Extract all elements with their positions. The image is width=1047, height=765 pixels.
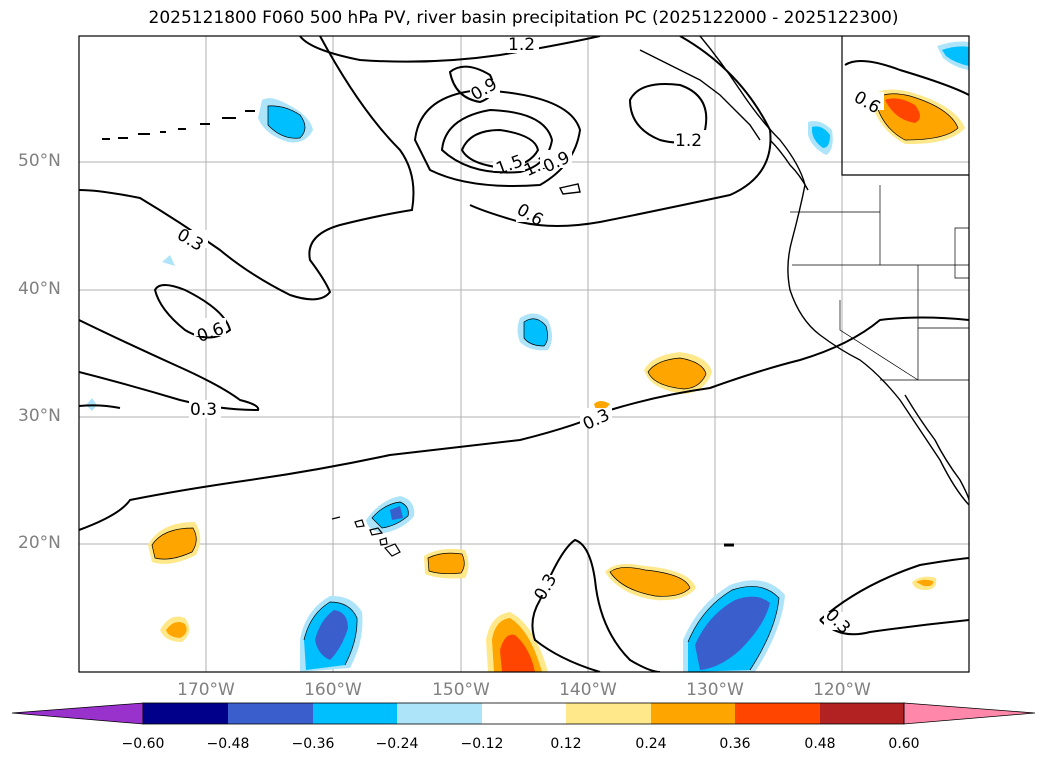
blob-outlines xyxy=(151,93,959,671)
contour-label: 1.2 xyxy=(675,131,702,151)
colorbar-tick: 0.12 xyxy=(550,736,582,752)
colorbar-segment xyxy=(313,703,397,724)
colorbar-tick: −0.60 xyxy=(121,736,165,752)
colorbar-tick: −0.24 xyxy=(375,736,419,752)
contour-0-3-south xyxy=(539,538,661,672)
coast-baja xyxy=(904,394,969,501)
colorbar-extend-right xyxy=(903,702,1036,725)
colorbar-segment xyxy=(820,703,904,724)
colorbar-segment xyxy=(482,703,566,724)
colorbar-segment xyxy=(566,703,651,724)
colorbar-tick: 0.60 xyxy=(888,736,920,752)
hawaii-islands xyxy=(331,516,401,557)
coast-bc-islands xyxy=(769,139,809,191)
pv-contours xyxy=(79,36,969,672)
colorbar-tick: 0.36 xyxy=(719,736,751,752)
colorbar-tick: −0.48 xyxy=(206,736,250,752)
inset-frame xyxy=(841,36,969,176)
colorbar-tick: −0.12 xyxy=(460,736,504,752)
map-frame xyxy=(78,35,970,673)
contour-1-2-inner xyxy=(440,108,554,174)
lon-label-140w: 140°W xyxy=(559,680,617,700)
contour-0-3-se xyxy=(819,557,969,621)
coast-islands-ne xyxy=(639,49,761,141)
contour-0-3-main xyxy=(79,316,969,531)
colorbar xyxy=(11,702,1036,725)
map-title: 2025121800 F060 500 hPa PV, river basin … xyxy=(148,8,899,28)
contour-0-6-east xyxy=(469,36,772,227)
contour-1-5 xyxy=(460,128,540,170)
contour-0-3-south-w xyxy=(531,599,601,672)
contour-0-3-tail xyxy=(79,404,121,409)
lat-label-50n: 50°N xyxy=(18,151,61,171)
colorbar-tick: −0.36 xyxy=(291,736,335,752)
contour-0-6-pnw xyxy=(844,60,969,96)
colorbar-segment xyxy=(228,703,313,724)
lat-label-30n: 30°N xyxy=(18,406,61,426)
contour-labels: 1.2 0.9 1.2 1.5 1.2 0.9 0.6 0.6 0.3 0.6 … xyxy=(173,35,884,638)
contour-0-3-se2 xyxy=(819,619,969,636)
colorbar-segment xyxy=(651,703,735,724)
lon-label-120w: 120°W xyxy=(813,680,871,700)
colorbar-tick: 0.24 xyxy=(635,736,667,752)
map-background xyxy=(79,36,969,672)
colorbar-segment xyxy=(397,703,482,724)
colorbar-segment xyxy=(143,703,228,724)
lat-label-20n: 20°N xyxy=(18,533,61,553)
colorbar-segment xyxy=(735,703,820,724)
state-borders xyxy=(790,185,969,381)
contour-0-3-west xyxy=(79,319,260,412)
coastline xyxy=(639,36,969,506)
contour-0-9 xyxy=(413,88,582,187)
lat-label-40n: 40°N xyxy=(18,279,61,299)
coast-north-america xyxy=(699,36,969,506)
contour-label: 0.3 xyxy=(190,400,217,420)
contour-0-6-main xyxy=(79,36,415,301)
contour-0-6-west xyxy=(153,284,232,339)
colorbar-tick: 0.48 xyxy=(804,736,836,752)
lon-label-130w: 130°W xyxy=(686,680,744,700)
small-island-outline xyxy=(558,183,581,195)
lon-label-170w: 170°W xyxy=(177,680,235,700)
contour-label: 1.2 xyxy=(508,35,535,55)
lon-label-160w: 160°W xyxy=(304,680,362,700)
aleutian-islands xyxy=(102,110,255,140)
colorbar-extend-left xyxy=(11,702,144,725)
lon-label-150w: 150°W xyxy=(432,680,490,700)
contour-1-2-north xyxy=(299,36,601,63)
blob-neg-small-west xyxy=(162,255,175,266)
